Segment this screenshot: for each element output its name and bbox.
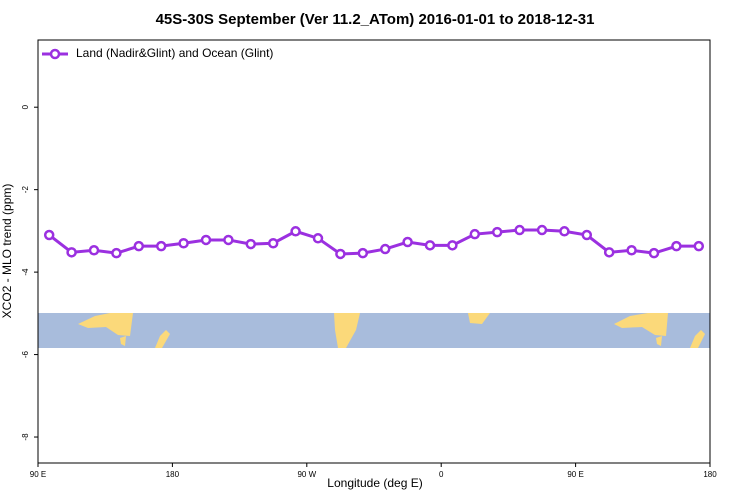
x-axis-label: Longitude (deg E): [327, 476, 422, 490]
point: [43, 229, 55, 241]
point: [626, 245, 637, 256]
legend-marker: [49, 48, 61, 60]
series-line: [48, 228, 699, 256]
point: [447, 240, 458, 251]
x-tick-label: 90 W: [297, 470, 316, 479]
y-tick-label: 0: [21, 104, 30, 109]
chart-title: 45S-30S September (Ver 11.2_ATom) 2016-0…: [156, 11, 595, 28]
point: [559, 226, 570, 237]
point: [335, 248, 346, 260]
point: [491, 226, 503, 238]
point: [66, 247, 77, 258]
point: [200, 234, 212, 246]
y-tick-label: -4: [21, 268, 30, 276]
point: [357, 247, 369, 259]
point: [178, 238, 189, 249]
point: [603, 247, 615, 258]
point: [133, 240, 145, 252]
point: [312, 233, 324, 244]
point: [267, 238, 279, 249]
point: [671, 240, 682, 252]
x-tick-label: 90 E: [567, 470, 583, 479]
point: [469, 228, 481, 240]
legend-label: Land (Nadir&Glint) and Ocean (Glint): [76, 46, 273, 60]
point: [379, 243, 391, 255]
x-tick-label: 180: [703, 470, 717, 479]
y-tick-label: -2: [21, 186, 30, 194]
point: [514, 224, 525, 236]
point: [111, 247, 122, 259]
point: [245, 238, 257, 250]
x-tick-label: 180: [166, 470, 180, 479]
point: [424, 240, 436, 251]
x-tick-label: 90 E: [30, 470, 46, 479]
point: [536, 224, 548, 236]
point: [155, 240, 167, 252]
point: [223, 234, 234, 246]
y-tick-label: -6: [21, 350, 30, 358]
point: [402, 236, 413, 248]
y-tick-label: -8: [21, 433, 30, 441]
point: [581, 229, 593, 241]
point: [88, 245, 100, 256]
point: [290, 226, 301, 237]
x-tick-label: 0: [439, 470, 444, 479]
point: [693, 240, 705, 252]
point: [648, 247, 660, 259]
plot-frame: [37, 39, 711, 464]
map-strip: [38, 313, 710, 348]
y-axis-label: XCO2 - MLO trend (ppm): [0, 184, 14, 319]
